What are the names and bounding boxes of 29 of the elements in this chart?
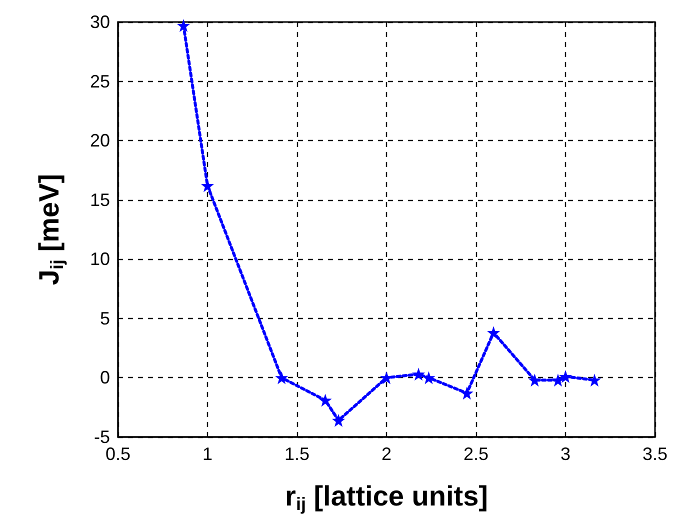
point [528, 374, 542, 387]
y-axis-title: Jij [meV] [34, 174, 67, 286]
y-tick-label: 10 [90, 249, 110, 270]
y-tick-label: 20 [90, 130, 110, 151]
y-tick-label: 30 [90, 12, 110, 32]
point [275, 371, 288, 384]
x-tick-label: 2 [381, 444, 392, 464]
point [551, 374, 564, 387]
y-tick-label: -5 [94, 427, 110, 447]
point [559, 370, 572, 384]
point [412, 368, 426, 381]
y-tick-label: 0 [100, 368, 110, 388]
y-tick-label: 25 [90, 71, 110, 92]
x-tick-label: 1 [202, 444, 213, 464]
x-tick-label: 0.5 [105, 444, 131, 464]
y-tick-label: 5 [100, 308, 110, 328]
point [201, 179, 214, 192]
point [422, 371, 436, 384]
point [332, 414, 346, 427]
x-tick-label: 3 [560, 444, 571, 464]
point [460, 386, 474, 400]
point [588, 374, 601, 387]
x-tick-label: 3.5 [642, 444, 668, 464]
point [318, 394, 332, 407]
y-tick-label: 15 [90, 190, 110, 210]
x-tick-label: 2.5 [463, 444, 489, 464]
point [177, 19, 190, 32]
point [487, 326, 500, 340]
x-tick-label: 1.5 [284, 444, 310, 464]
